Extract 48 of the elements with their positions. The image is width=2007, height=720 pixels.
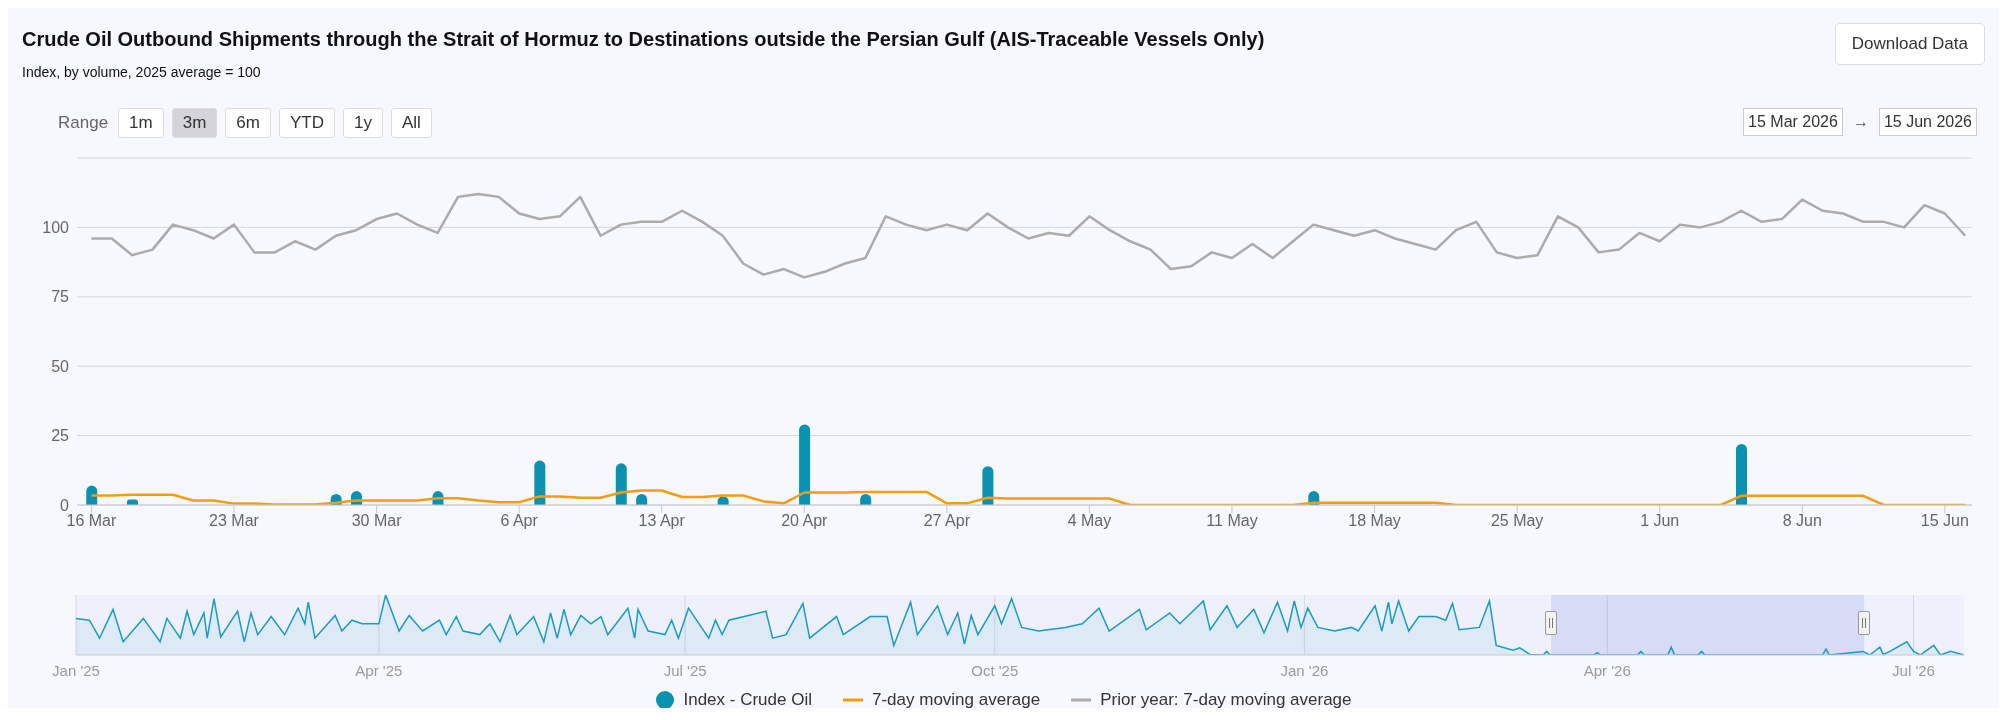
- bar: [799, 424, 811, 505]
- x-tick-label: Apr '26: [1583, 661, 1631, 679]
- y-tick-label: 75: [51, 288, 70, 306]
- x-tick-label: 18 May: [1348, 512, 1401, 530]
- text: YTD: [278, 108, 335, 138]
- text: Download Data: [1834, 23, 1985, 65]
- x-tick-label: Jul '25: [663, 661, 707, 679]
- x-tick-label: 6 Apr: [500, 512, 539, 530]
- text: 1y: [342, 108, 383, 138]
- chart-title: Crude Oil Outbound Shipments through the Strait of Hormuz to Destinations outside the Persian Gulf (AIS-Traceable Vessels Only): [22, 28, 1265, 51]
- x-tick-label: Jul '26: [1892, 661, 1935, 679]
- text: 6m: [225, 108, 271, 138]
- x-tick-label: 23 Mar: [209, 512, 260, 530]
- x-tick-label: 27 Apr: [923, 512, 971, 530]
- x-tick-label: 25 May: [1490, 512, 1544, 530]
- bar: [982, 466, 994, 505]
- legend-label: Prior year: 7-day moving average: [1100, 690, 1352, 710]
- text: All: [390, 108, 432, 138]
- legend-label: 7-day moving average: [871, 690, 1041, 710]
- x-tick-label: Jan '25: [52, 661, 100, 679]
- x-tick-label: Oct '25: [971, 661, 1019, 679]
- x-tick-label: 11 May: [1206, 512, 1258, 530]
- y-tick-label: 0: [60, 496, 70, 514]
- line-series: [90, 192, 1967, 279]
- x-tick-label: Jan '26: [1280, 661, 1329, 679]
- text: 15 Jun 2026: [1878, 108, 1977, 136]
- legend-label: Index - Crude Oil: [683, 690, 812, 710]
- text: 1m: [118, 108, 164, 138]
- y-tick-label: 50: [51, 357, 70, 375]
- x-tick-label: 16 Mar: [66, 512, 117, 530]
- x-tick-label: 30 Mar: [351, 512, 403, 530]
- x-tick-label: Apr '25: [355, 661, 403, 679]
- text: →: [1852, 113, 1869, 131]
- x-tick-label: 13 Apr: [638, 512, 686, 530]
- bar: [615, 463, 627, 505]
- y-tick-label: 100: [42, 219, 70, 237]
- text: 15 Mar 2026: [1743, 108, 1843, 136]
- x-tick-label: 1 Jun: [1640, 512, 1680, 530]
- text: 3m: [171, 108, 218, 138]
- text: Range: [58, 113, 109, 133]
- chart-subtitle: Index, by volume, 2025 average = 100: [22, 64, 261, 80]
- bar: [1735, 443, 1747, 505]
- x-tick-label: 15 Jun: [1920, 512, 1969, 530]
- x-tick-label: 4 May: [1067, 512, 1112, 530]
- x-tick-label: 8 Jun: [1782, 512, 1822, 530]
- bar: [534, 460, 546, 505]
- x-tick-label: 20 Apr: [781, 512, 829, 530]
- y-tick-label: 25: [51, 427, 70, 445]
